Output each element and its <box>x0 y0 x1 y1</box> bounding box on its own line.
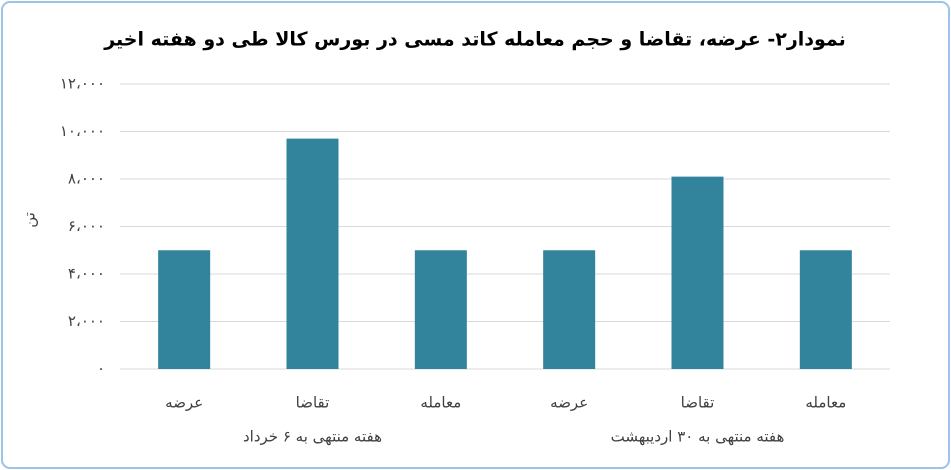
chart-title: نمودار۲- عرضه، تقاضا و حجم معامله کاتد م… <box>103 29 846 51</box>
x-tick-label: عرضه <box>550 394 588 412</box>
y-axis-label: تن <box>21 212 39 228</box>
group-label: هفته منتهی به ۶ خرداد <box>243 428 382 446</box>
y-tick-label: ۴،۰۰۰ <box>68 265 105 283</box>
x-tick-label: معامله <box>805 394 846 412</box>
group-label: هفته منتهی به ۳۰ اردیبهشت <box>611 428 785 446</box>
x-tick-label: معامله <box>420 394 461 412</box>
x-tick-label: عرضه <box>165 394 203 412</box>
y-tick-label: ۰ <box>97 360 105 378</box>
bar <box>158 250 211 369</box>
bar <box>799 250 852 369</box>
bar <box>414 250 467 369</box>
y-tick-label: ۱۲،۰۰۰ <box>60 75 105 93</box>
bar <box>286 138 339 369</box>
x-tick-label: تقاضا <box>681 394 715 412</box>
bar <box>543 250 596 369</box>
y-tick-label: ۸،۰۰۰ <box>68 170 105 188</box>
x-tick-label: تقاضا <box>296 394 330 412</box>
bar <box>671 176 724 369</box>
y-tick-label: ۱۰،۰۰۰ <box>60 122 105 140</box>
y-tick-label: ۲،۰۰۰ <box>68 312 105 330</box>
y-tick-label: ۶،۰۰۰ <box>68 217 105 235</box>
